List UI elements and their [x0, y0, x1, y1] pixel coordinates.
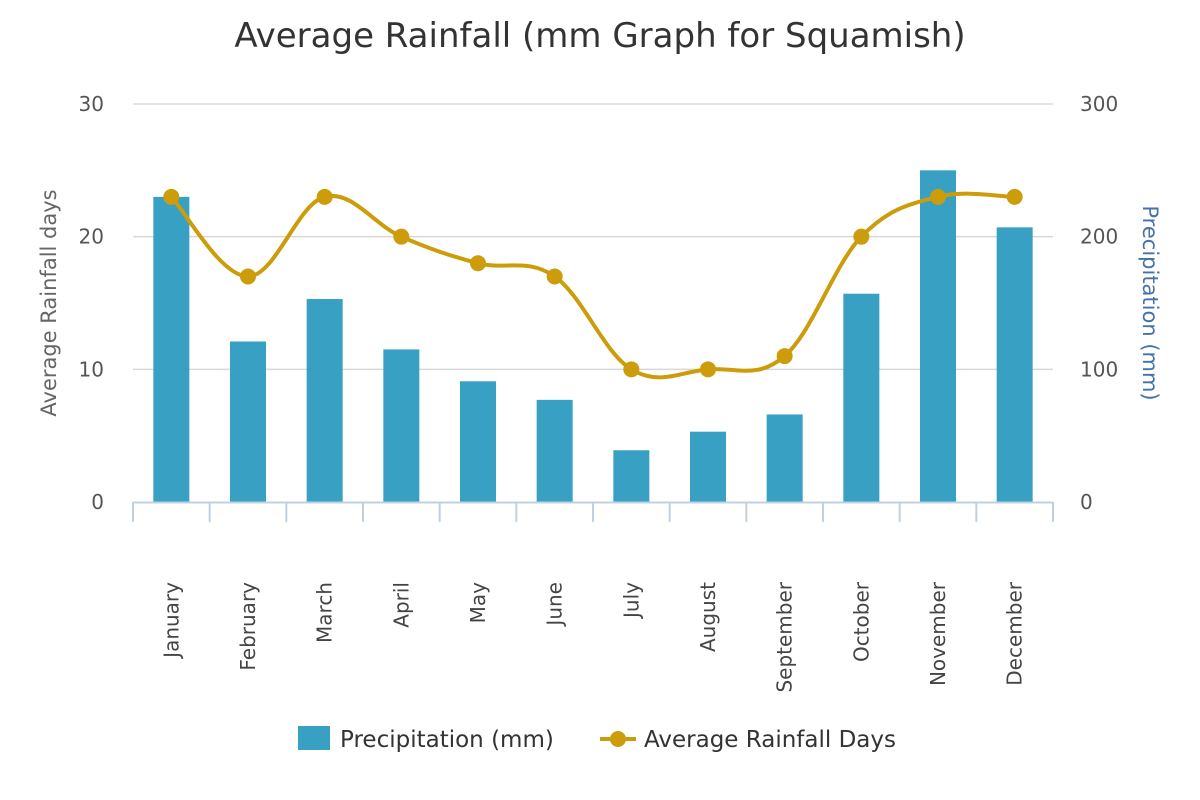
precipitation-bar[interactable] — [306, 299, 343, 502]
x-category-label: June — [543, 582, 567, 628]
y-right-tick-label: 100 — [1080, 357, 1118, 381]
x-category-label: July — [619, 582, 643, 620]
rainfall-days-point[interactable] — [393, 228, 410, 245]
rainfall-days-point[interactable] — [776, 348, 793, 365]
legend-label-precipitation: Precipitation (mm) — [340, 727, 554, 753]
grid-lines — [133, 103, 1053, 371]
precipitation-bar[interactable] — [230, 341, 266, 502]
legend-item-precipitation[interactable]: Precipitation (mm) — [298, 726, 554, 753]
x-category-label: April — [389, 582, 413, 628]
rainfall-days-point[interactable] — [546, 268, 563, 285]
rainfall-days-point[interactable] — [853, 228, 870, 245]
y-axis-right-title: Precipitation (mm) — [1138, 205, 1162, 400]
rainfall-days-point[interactable] — [1006, 188, 1023, 205]
legend-bar-swatch — [298, 726, 330, 750]
legend-item-rainfall-days[interactable]: Average Rainfall Days — [600, 727, 896, 753]
precipitation-bar[interactable] — [920, 170, 956, 503]
x-category-label: October — [849, 581, 873, 662]
y-right-tick-label: 0 — [1080, 490, 1093, 514]
precipitation-bar[interactable] — [996, 227, 1033, 502]
y-left-tick-label: 10 — [79, 357, 104, 381]
y-left-tick-label: 20 — [79, 225, 104, 249]
rainfall-days-point[interactable] — [470, 255, 486, 272]
x-category-label: February — [236, 582, 260, 671]
precipitation-bars — [153, 170, 1033, 503]
x-category-label: December — [1003, 581, 1027, 685]
y-right-tick-label: 300 — [1080, 92, 1118, 116]
legend-label-rainfall-days: Average Rainfall Days — [644, 727, 896, 753]
rainfall-days-point[interactable] — [700, 361, 716, 378]
precipitation-bar[interactable] — [536, 399, 573, 502]
x-category-label: September — [773, 581, 797, 692]
y-left-tick-label: 30 — [79, 92, 104, 116]
y-right-tick-label: 200 — [1080, 225, 1118, 249]
rainfall-days-point[interactable] — [163, 188, 180, 205]
legend: Precipitation (mm) Average Rainfall Days — [298, 726, 896, 753]
rainfall-days-point[interactable] — [240, 268, 256, 285]
rainfall-days-point[interactable] — [316, 188, 333, 205]
rainfall-days-point[interactable] — [623, 361, 640, 378]
y-axis-left-title: Average Rainfall days — [37, 189, 61, 416]
rainfall-days-line — [163, 188, 1023, 380]
precipitation-bar[interactable] — [383, 349, 420, 502]
precipitation-bar[interactable] — [153, 196, 190, 502]
legend-line-marker — [610, 731, 626, 747]
rainfall-days-point[interactable] — [930, 188, 946, 205]
axis-labels: 0 0 10 100 20 200 30 300 January February March Apr… — [79, 92, 1119, 693]
x-category-label: May — [466, 582, 490, 624]
precipitation-bar[interactable] — [460, 381, 496, 502]
precipitation-bar[interactable] — [690, 431, 726, 502]
precipitation-bar[interactable] — [843, 293, 880, 502]
chart-title: Average Rainfall (mm Graph for Squamish) — [234, 16, 965, 56]
rainfall-days-path — [169, 191, 1015, 380]
x-axis — [132, 501, 1054, 522]
x-category-label: March — [313, 582, 337, 643]
precipitation-bar[interactable] — [613, 450, 650, 502]
precipitation-bar[interactable] — [766, 414, 803, 502]
x-category-label: November — [926, 581, 950, 686]
y-left-tick-label: 0 — [91, 490, 104, 514]
x-category-label: January — [159, 582, 183, 660]
x-category-label: August — [696, 582, 720, 652]
